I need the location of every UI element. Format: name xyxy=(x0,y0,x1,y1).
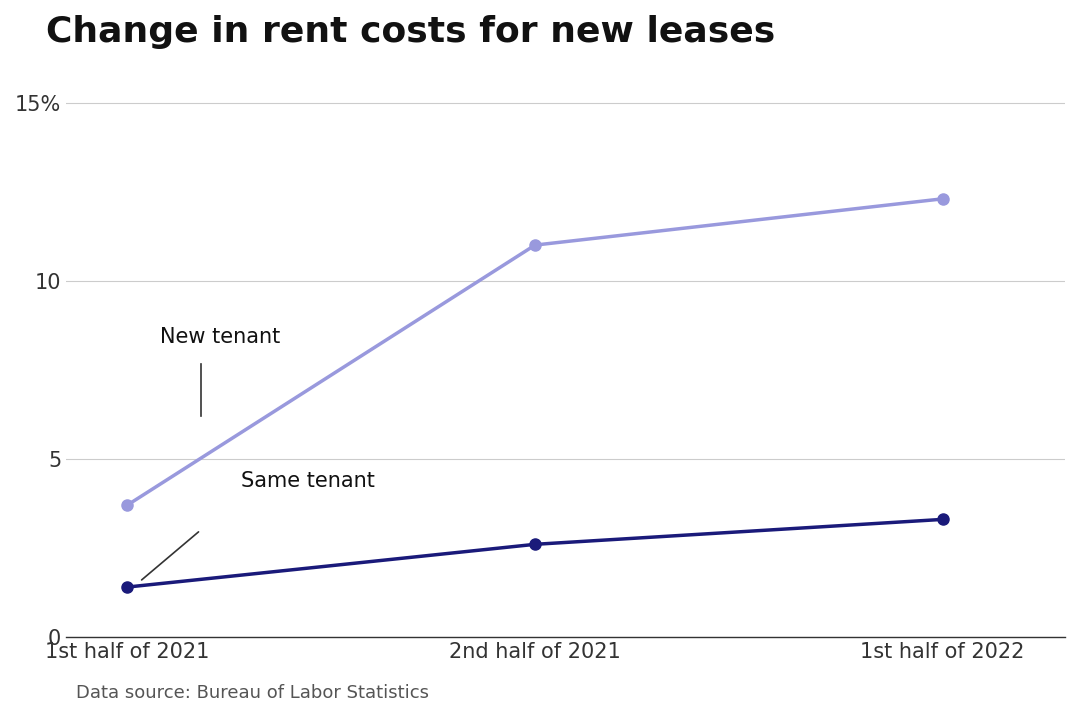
Text: Same tenant: Same tenant xyxy=(242,471,376,491)
Text: New tenant: New tenant xyxy=(160,327,280,346)
Text: Data source: Bureau of Labor Statistics: Data source: Bureau of Labor Statistics xyxy=(76,685,429,703)
Text: Change in rent costs for new leases: Change in rent costs for new leases xyxy=(46,15,775,49)
